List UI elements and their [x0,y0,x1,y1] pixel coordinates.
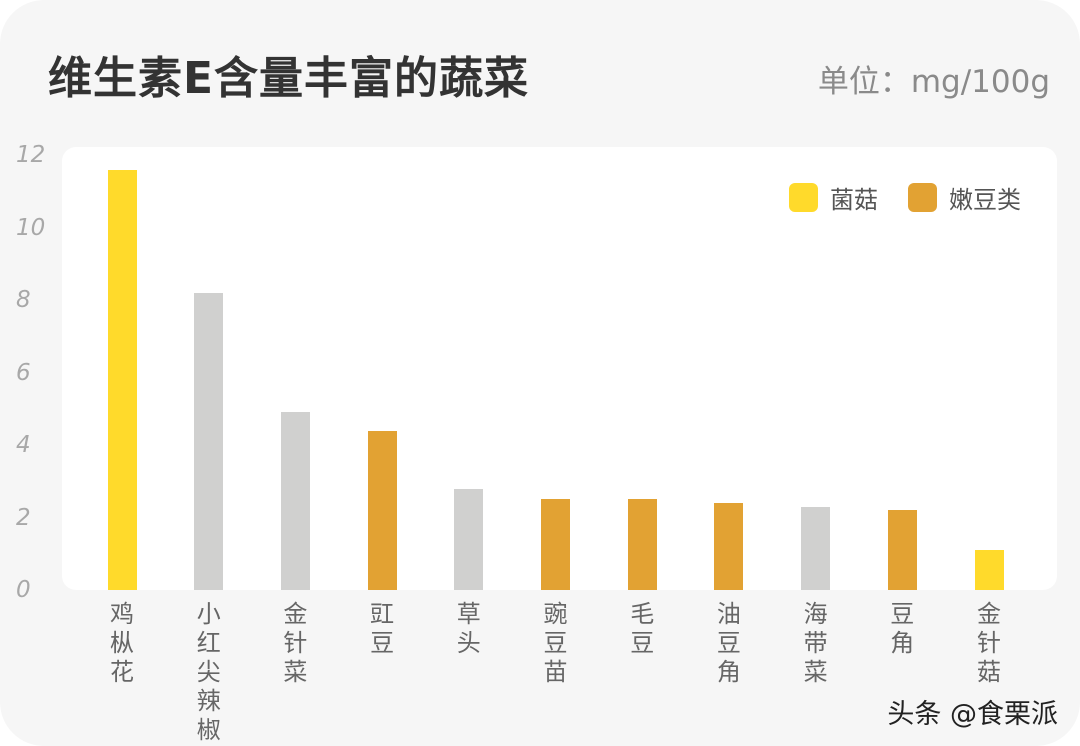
bar [887,510,917,590]
x-tick-label: 海带菜 [803,600,828,686]
x-tick-label: 豆角 [890,600,915,657]
legend-item-legume: 嫩豆类 [908,180,1021,215]
unit-label: 单位：mg/100g [817,64,1050,100]
x-tick-label: 毛豆 [630,600,655,657]
legend-item-mushroom: 菌菇 [789,180,878,215]
watermark: 头条 @食栗派 [887,699,1058,730]
legend-swatch-mushroom [789,183,818,212]
bar [801,506,831,590]
y-tick-label: 8 [16,287,31,313]
bar [194,292,224,590]
legend-swatch-legume [908,183,937,212]
x-tick-label: 草头 [456,600,481,657]
y-tick-label: 10 [16,214,46,241]
x-tick-label: 小红尖辣椒 [196,600,221,744]
y-tick-label: 4 [16,432,31,458]
legend-label: 菌菇 [830,186,878,214]
chart-title: 维生素E含量丰富的蔬菜 [48,53,530,104]
bar [714,503,744,590]
y-tick-label: 12 [16,142,46,168]
x-tick-label: 金针菜 [283,600,308,686]
legend: 菌菇 嫩豆类 [789,180,1051,215]
x-tick-label: 豌豆苗 [543,600,568,686]
x-tick-label: 鸡枞花 [110,600,134,686]
y-tick-label: 0 [16,577,31,603]
bar [367,430,397,590]
bar [627,499,657,590]
legend-label: 嫩豆类 [949,186,1021,214]
bar [107,169,137,590]
y-tick-label: 2 [16,504,31,531]
bar [541,499,570,590]
bar [974,550,1004,590]
y-tick-label: 6 [16,359,31,386]
x-tick-label: 豇豆 [370,600,395,657]
x-tick-label: 油豆角 [716,600,741,686]
bar [454,488,484,590]
x-tick-label: 金针菇 [977,600,1001,686]
bar [280,412,310,590]
